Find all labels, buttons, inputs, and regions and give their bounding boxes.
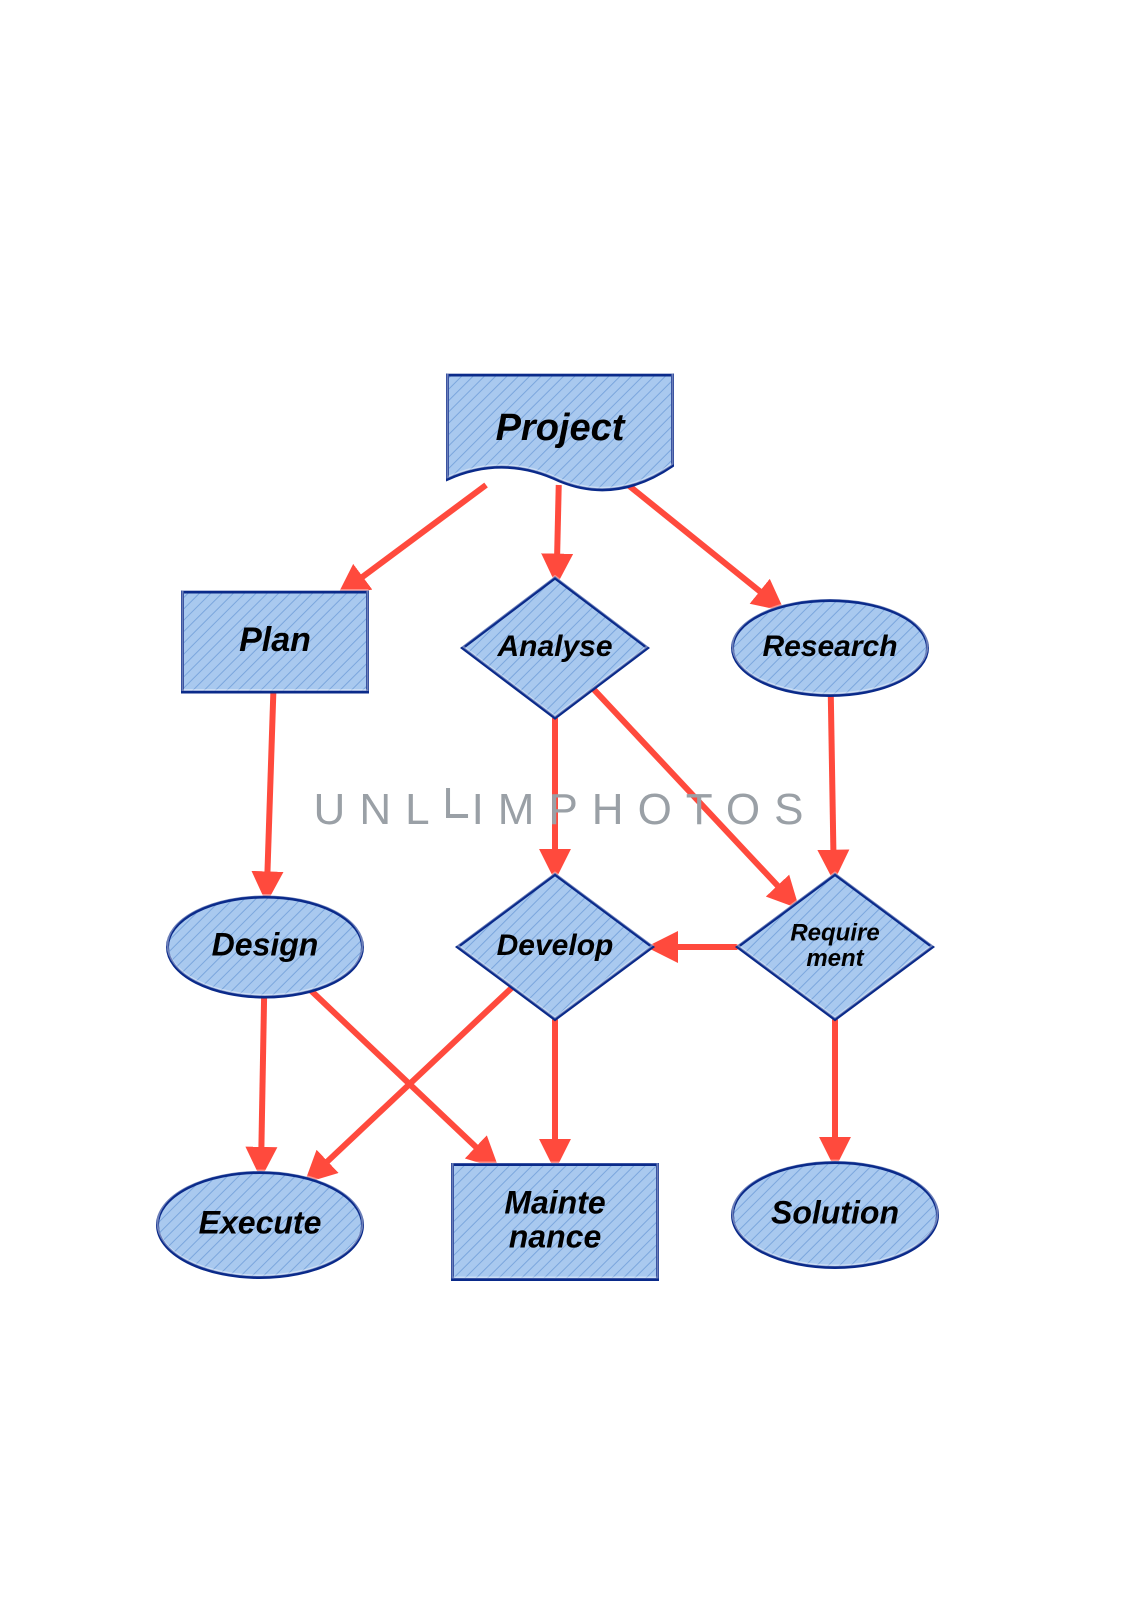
node-analyse-label: Analyse	[496, 630, 612, 663]
edge-design-execute	[261, 997, 264, 1173]
node-develop-label: Develop	[497, 929, 614, 962]
node-maintenance: Maintenance	[453, 1163, 658, 1280]
edge-research-requirement	[831, 695, 834, 875]
node-project: Project	[448, 373, 673, 490]
watermark-right: IMPHOTOS	[472, 785, 818, 834]
edge-project-research	[628, 485, 780, 607]
node-develop: Develop	[458, 873, 653, 1020]
edge-design-maintenance	[311, 991, 494, 1165]
node-plan: Plan	[183, 590, 368, 692]
node-execute: Execute	[158, 1171, 363, 1278]
node-design-label: Design	[212, 926, 319, 962]
node-maintenance-label: Mainte	[504, 1185, 605, 1221]
node-plan-label: Plan	[239, 621, 311, 659]
node-requirement: Requirement	[738, 873, 933, 1020]
edge-project-plan	[342, 485, 486, 592]
edge-project-analyse	[557, 485, 559, 579]
edge-plan-design	[267, 692, 274, 897]
node-requirement-label: ment	[806, 945, 864, 972]
node-solution: Solution	[733, 1161, 938, 1268]
node-execute-label: Execute	[199, 1204, 322, 1240]
node-research: Research	[733, 599, 928, 696]
node-solution-label: Solution	[771, 1194, 899, 1230]
node-requirement-label: Require	[790, 920, 879, 947]
node-analyse: Analyse	[463, 576, 648, 718]
node-research-label: Research	[762, 630, 897, 663]
node-project-label: Project	[496, 407, 626, 449]
watermark: UNL IMPHOTOS	[314, 785, 818, 835]
node-maintenance-label: nance	[509, 1218, 601, 1254]
watermark-left: UNL	[314, 785, 444, 834]
node-design: Design	[168, 895, 363, 997]
